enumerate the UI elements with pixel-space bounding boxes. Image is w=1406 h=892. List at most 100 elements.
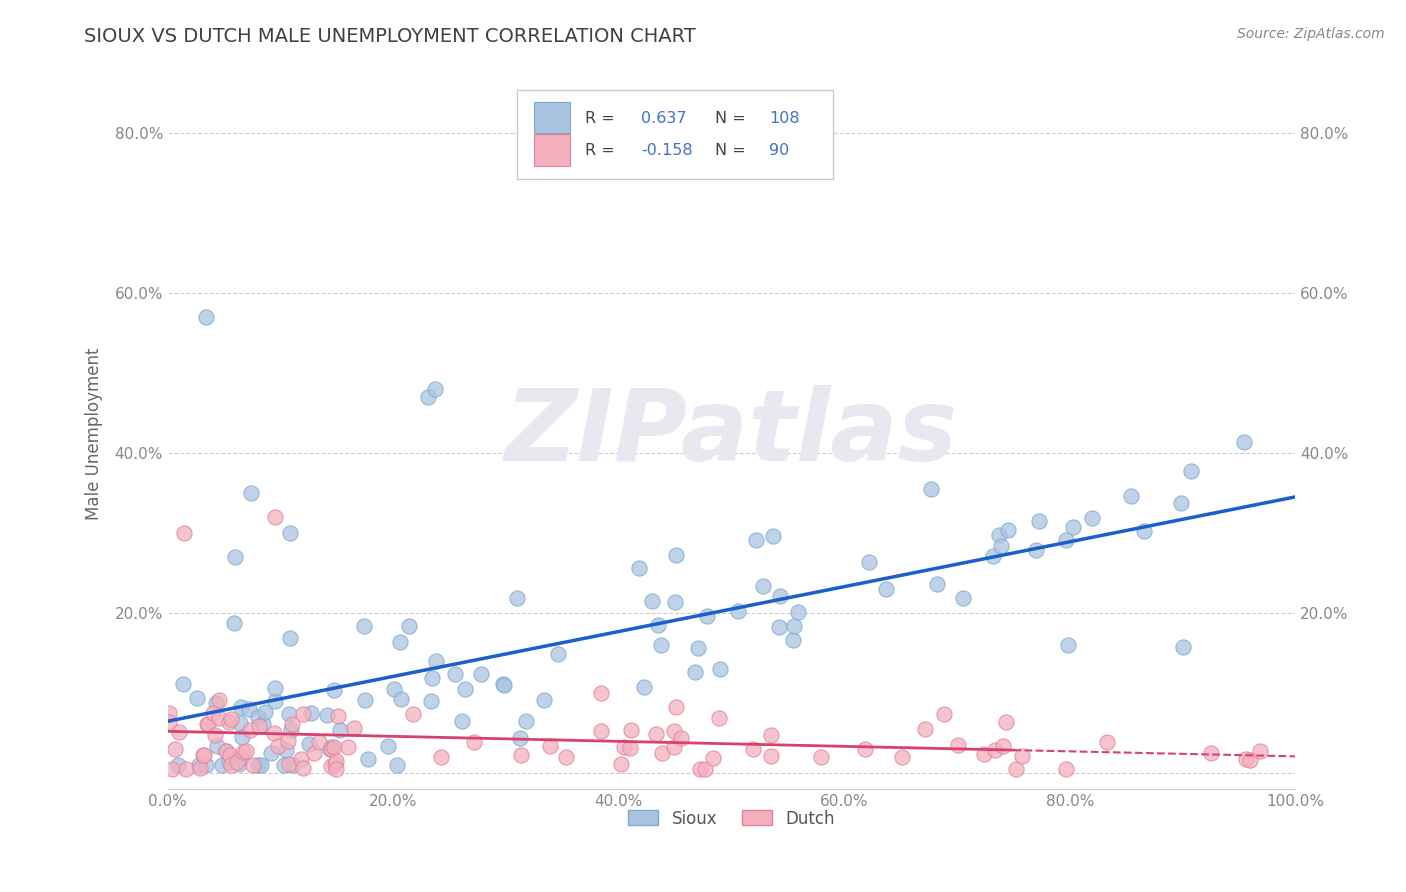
Point: [195, 310, 218, 325]
Point: [647, 618, 669, 632]
Point: [463, 735, 485, 749]
Point: [665, 548, 688, 562]
Point: [1180, 464, 1202, 478]
Point: [683, 665, 706, 679]
Point: [669, 731, 692, 745]
Point: [224, 550, 246, 565]
Point: [686, 640, 709, 655]
Point: [1249, 744, 1271, 758]
Point: [745, 533, 768, 547]
Point: [952, 591, 974, 605]
Point: [1062, 520, 1084, 534]
Point: [398, 619, 420, 633]
Point: [278, 526, 301, 541]
Point: [239, 723, 262, 737]
Point: [277, 756, 299, 771]
Point: [418, 390, 440, 404]
Point: [240, 486, 263, 500]
Point: [263, 726, 285, 740]
Point: [1005, 762, 1028, 776]
Point: [173, 526, 195, 541]
FancyBboxPatch shape: [534, 135, 571, 166]
Point: [388, 635, 411, 649]
Point: [751, 578, 773, 592]
Point: [167, 758, 190, 772]
Point: [252, 717, 274, 731]
Point: [226, 755, 249, 769]
Point: [506, 591, 529, 606]
Point: [591, 723, 613, 738]
Point: [231, 751, 253, 765]
Point: [510, 748, 533, 763]
Point: [274, 742, 297, 756]
Point: [783, 618, 806, 632]
Text: SIOUX VS DUTCH MALE UNEMPLOYMENT CORRELATION CHART: SIOUX VS DUTCH MALE UNEMPLOYMENT CORRELA…: [84, 27, 696, 45]
Text: Source: ZipAtlas.com: Source: ZipAtlas.com: [1237, 27, 1385, 41]
Point: [291, 706, 314, 721]
Point: [727, 604, 749, 618]
Point: [224, 615, 246, 630]
Point: [232, 745, 254, 759]
Point: [425, 382, 447, 396]
Point: [997, 523, 1019, 537]
Point: [769, 589, 792, 603]
Point: [377, 739, 399, 753]
Point: [1095, 734, 1118, 748]
Point: [187, 758, 209, 772]
Point: [633, 680, 655, 694]
Point: [689, 762, 711, 776]
Point: [302, 746, 325, 760]
Y-axis label: Male Unemployment: Male Unemployment: [86, 347, 103, 519]
Point: [810, 749, 832, 764]
Point: [920, 482, 942, 496]
Point: [298, 737, 321, 751]
Point: [1054, 762, 1077, 776]
Point: [709, 662, 731, 676]
Point: [492, 677, 515, 691]
Point: [323, 756, 346, 771]
Point: [1234, 752, 1257, 766]
Point: [693, 762, 716, 776]
Point: [281, 717, 304, 731]
Point: [229, 699, 252, 714]
Point: [858, 555, 880, 569]
Point: [246, 758, 269, 772]
Point: [325, 754, 347, 768]
Point: [1011, 749, 1033, 764]
Point: [994, 715, 1017, 730]
Point: [290, 752, 312, 766]
Point: [619, 740, 641, 755]
Point: [157, 714, 180, 729]
Point: [165, 742, 187, 756]
Point: [768, 620, 790, 634]
Point: [640, 594, 662, 608]
Point: [215, 744, 238, 758]
Point: [321, 740, 343, 755]
Point: [761, 728, 783, 742]
Point: [891, 749, 914, 764]
Point: [702, 751, 724, 765]
Point: [343, 721, 366, 735]
Point: [696, 609, 718, 624]
Point: [281, 758, 304, 772]
Point: [211, 758, 233, 772]
Point: [914, 723, 936, 737]
Point: [218, 714, 240, 729]
Point: [218, 755, 240, 769]
Point: [443, 667, 465, 681]
Point: [787, 606, 810, 620]
Point: [195, 717, 218, 731]
Point: [329, 723, 352, 738]
Point: [875, 582, 897, 596]
Point: [385, 758, 408, 772]
Point: [492, 678, 515, 692]
Point: [208, 711, 231, 725]
Point: [1171, 640, 1194, 654]
Point: [1170, 495, 1192, 509]
Point: [645, 727, 668, 741]
Point: [186, 690, 208, 705]
Point: [193, 748, 215, 763]
Point: [308, 735, 330, 749]
Point: [278, 632, 301, 646]
Point: [1133, 524, 1156, 538]
